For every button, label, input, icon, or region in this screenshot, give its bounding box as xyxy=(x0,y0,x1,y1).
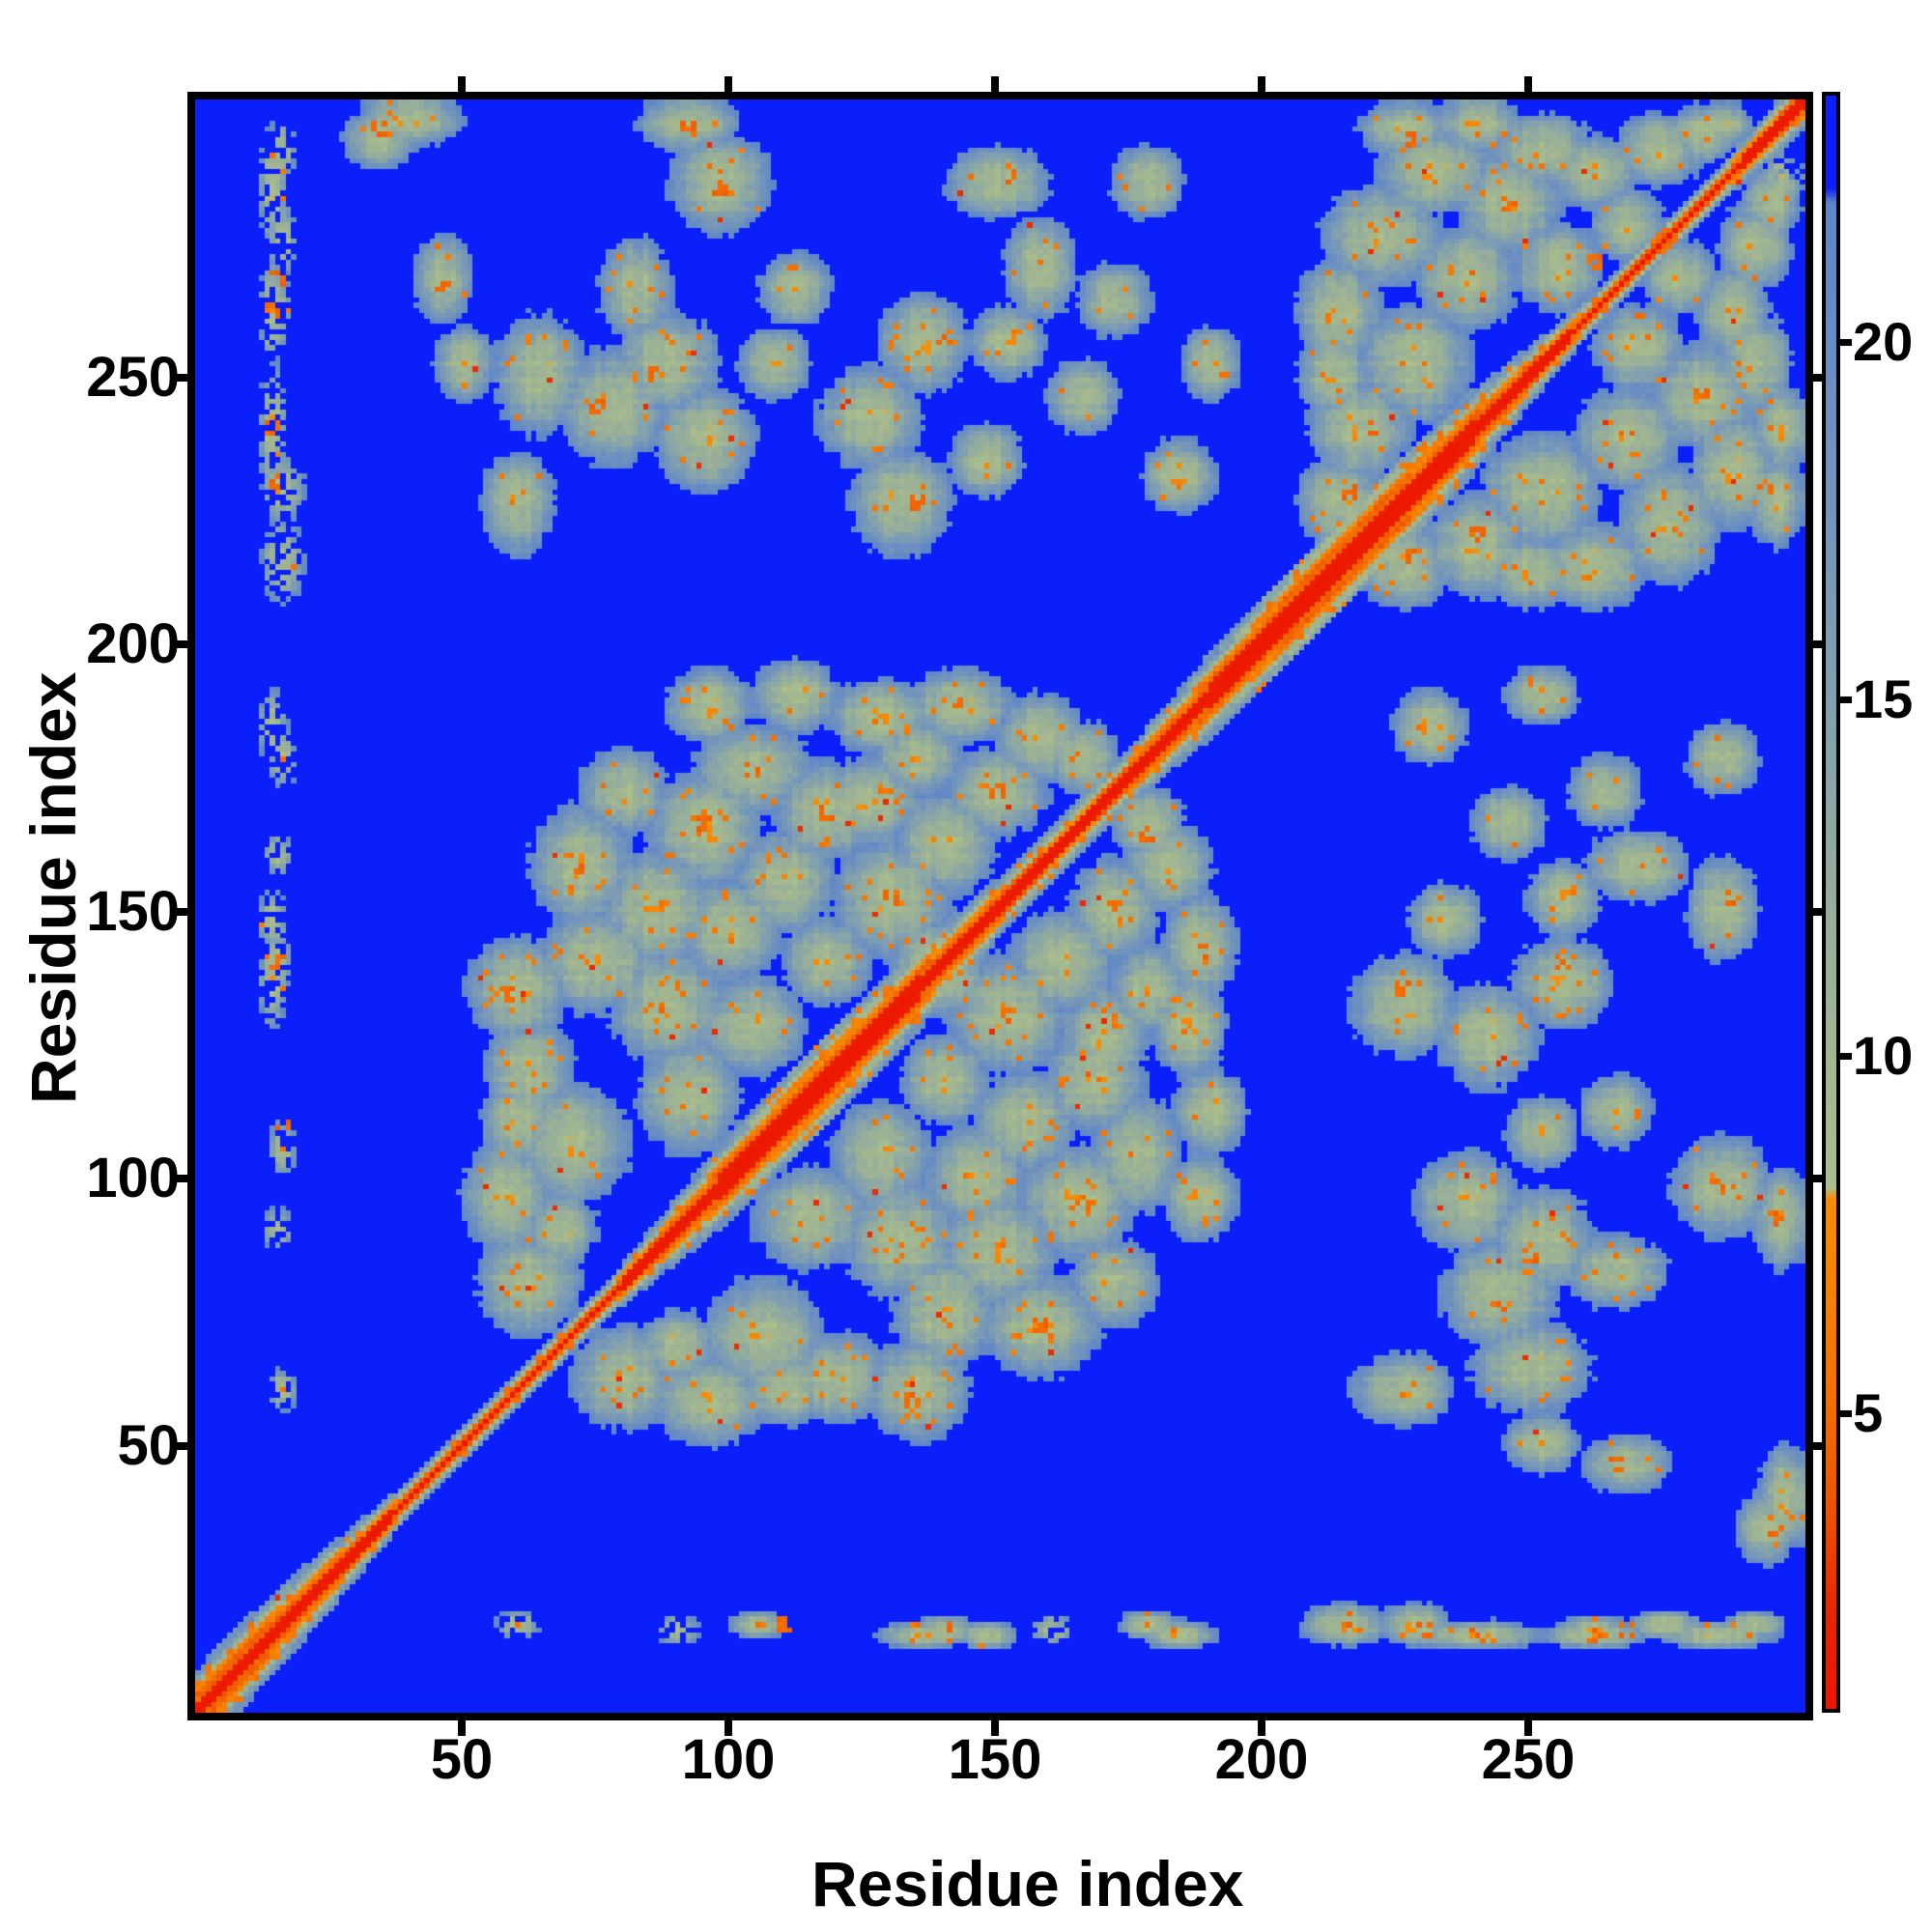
axis-tick xyxy=(724,76,732,92)
axis-tick xyxy=(1258,76,1265,92)
axis-tick xyxy=(724,1720,732,1736)
axis-tick xyxy=(172,640,187,648)
y-tick-label: 250 xyxy=(86,346,180,409)
x-tick-label: 150 xyxy=(948,1728,1042,1791)
x-tick-label: 250 xyxy=(1481,1728,1576,1791)
y-tick-label: 100 xyxy=(86,1147,180,1209)
axis-tick xyxy=(172,1175,187,1182)
heatmap-canvas xyxy=(195,99,1805,1713)
colorbar-tick xyxy=(1840,696,1852,703)
colorbar-tick xyxy=(1840,339,1852,346)
colorbar-tick xyxy=(1840,1053,1852,1060)
axis-tick xyxy=(991,76,999,92)
x-axis-title: Residue index xyxy=(811,1848,1244,1919)
x-tick-label: 200 xyxy=(1214,1728,1309,1791)
colorbar-tick xyxy=(1840,1410,1852,1417)
axis-tick xyxy=(458,76,466,92)
axis-tick xyxy=(458,1720,466,1736)
x-tick-label: 50 xyxy=(430,1728,494,1791)
axis-tick xyxy=(1813,640,1825,648)
colorbar-tick-label: 20 xyxy=(1853,311,1914,372)
x-tick-label: 100 xyxy=(681,1728,776,1791)
axis-tick xyxy=(991,1720,999,1736)
y-tick-label: 200 xyxy=(86,612,180,675)
colorbar-tick-label: 5 xyxy=(1853,1382,1884,1443)
axis-tick xyxy=(1813,908,1825,916)
axis-tick xyxy=(1524,76,1532,92)
axis-tick xyxy=(172,374,187,382)
colorbar xyxy=(1822,92,1840,1713)
axis-tick xyxy=(1813,1442,1825,1450)
axis-tick xyxy=(1813,1175,1825,1182)
axis-tick xyxy=(1813,374,1825,382)
axis-tick xyxy=(172,1442,187,1450)
axis-tick xyxy=(172,908,187,916)
colorbar-tick-label: 15 xyxy=(1853,668,1914,729)
y-tick-label: 150 xyxy=(86,880,180,943)
axis-tick xyxy=(1258,1720,1265,1736)
colorbar-tick-label: 10 xyxy=(1853,1025,1914,1086)
heatmap-plot xyxy=(187,92,1813,1720)
axis-tick xyxy=(1524,1720,1532,1736)
y-tick-label: 50 xyxy=(117,1414,180,1477)
